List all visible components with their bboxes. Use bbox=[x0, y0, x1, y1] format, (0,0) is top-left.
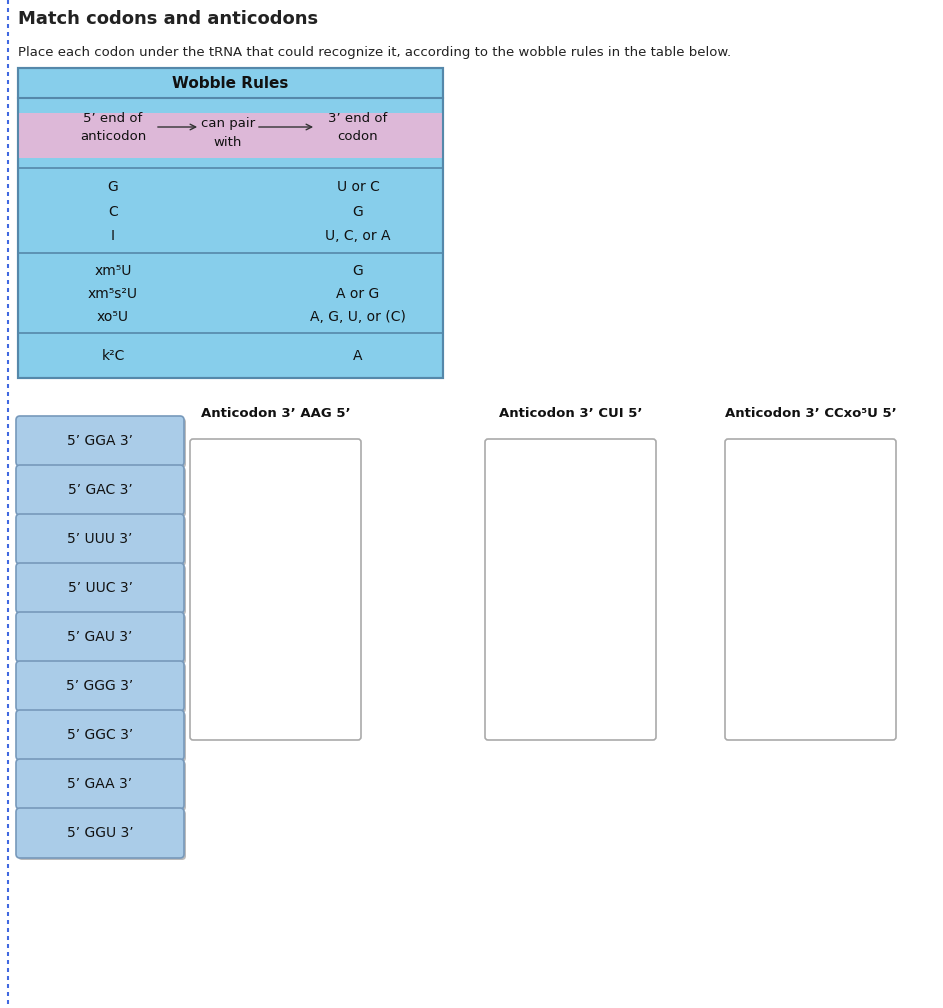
Text: U, C, or A: U, C, or A bbox=[325, 229, 390, 243]
FancyBboxPatch shape bbox=[18, 467, 186, 517]
FancyBboxPatch shape bbox=[16, 563, 184, 613]
Text: 5’ end of
anticodon: 5’ end of anticodon bbox=[80, 112, 146, 142]
Text: I: I bbox=[111, 229, 115, 243]
Text: G: G bbox=[353, 264, 363, 278]
Text: k²C: k²C bbox=[101, 349, 124, 363]
FancyBboxPatch shape bbox=[16, 759, 184, 809]
FancyBboxPatch shape bbox=[18, 68, 443, 378]
Text: 5’ GAU 3’: 5’ GAU 3’ bbox=[67, 630, 133, 644]
Text: can pair
with: can pair with bbox=[201, 118, 255, 148]
FancyBboxPatch shape bbox=[485, 439, 656, 740]
Text: Place each codon under the tRNA that could recognize it, according to the wobble: Place each codon under the tRNA that cou… bbox=[18, 46, 731, 59]
FancyBboxPatch shape bbox=[18, 810, 186, 860]
Text: 5’ GGA 3’: 5’ GGA 3’ bbox=[67, 434, 133, 448]
FancyBboxPatch shape bbox=[190, 439, 361, 740]
Text: Wobble Rules: Wobble Rules bbox=[173, 76, 289, 91]
Text: 5’ UUC 3’: 5’ UUC 3’ bbox=[68, 581, 133, 595]
Text: xm⁵U: xm⁵U bbox=[94, 264, 132, 278]
FancyBboxPatch shape bbox=[16, 465, 184, 515]
Text: Anticodon 3’ AAG 5’: Anticodon 3’ AAG 5’ bbox=[201, 407, 350, 420]
Text: 5’ GAA 3’: 5’ GAA 3’ bbox=[68, 777, 133, 791]
FancyBboxPatch shape bbox=[725, 439, 896, 740]
Text: G: G bbox=[353, 205, 363, 219]
Text: xo⁵U: xo⁵U bbox=[97, 310, 129, 324]
FancyBboxPatch shape bbox=[16, 416, 184, 466]
FancyBboxPatch shape bbox=[16, 514, 184, 564]
Text: U or C: U or C bbox=[337, 180, 379, 195]
Text: G: G bbox=[108, 180, 119, 195]
Text: A or G: A or G bbox=[337, 287, 380, 301]
FancyBboxPatch shape bbox=[16, 661, 184, 711]
Text: A: A bbox=[354, 349, 363, 363]
FancyBboxPatch shape bbox=[18, 761, 186, 811]
Text: 5’ GGG 3’: 5’ GGG 3’ bbox=[66, 679, 134, 694]
FancyBboxPatch shape bbox=[18, 712, 186, 762]
FancyBboxPatch shape bbox=[18, 418, 186, 468]
FancyBboxPatch shape bbox=[16, 710, 184, 760]
FancyBboxPatch shape bbox=[16, 612, 184, 662]
FancyBboxPatch shape bbox=[18, 663, 186, 713]
Text: A, G, U, or (C): A, G, U, or (C) bbox=[310, 310, 405, 324]
Text: C: C bbox=[108, 205, 118, 219]
FancyBboxPatch shape bbox=[18, 113, 443, 158]
Text: Match codons and anticodons: Match codons and anticodons bbox=[18, 10, 318, 28]
FancyBboxPatch shape bbox=[18, 516, 186, 566]
Text: 5’ GGC 3’: 5’ GGC 3’ bbox=[67, 728, 133, 742]
Text: xm⁵s²U: xm⁵s²U bbox=[88, 287, 138, 301]
Text: 5’ GGU 3’: 5’ GGU 3’ bbox=[67, 826, 133, 840]
FancyBboxPatch shape bbox=[18, 614, 186, 664]
Text: 5’ UUU 3’: 5’ UUU 3’ bbox=[67, 532, 133, 546]
FancyBboxPatch shape bbox=[18, 565, 186, 615]
FancyBboxPatch shape bbox=[16, 808, 184, 858]
Text: 5’ GAC 3’: 5’ GAC 3’ bbox=[68, 483, 132, 497]
Text: Anticodon 3’ CCxo⁵U 5’: Anticodon 3’ CCxo⁵U 5’ bbox=[724, 407, 897, 420]
Text: 3’ end of
codon: 3’ end of codon bbox=[328, 112, 388, 142]
Text: Anticodon 3’ CUI 5’: Anticodon 3’ CUI 5’ bbox=[499, 407, 642, 420]
